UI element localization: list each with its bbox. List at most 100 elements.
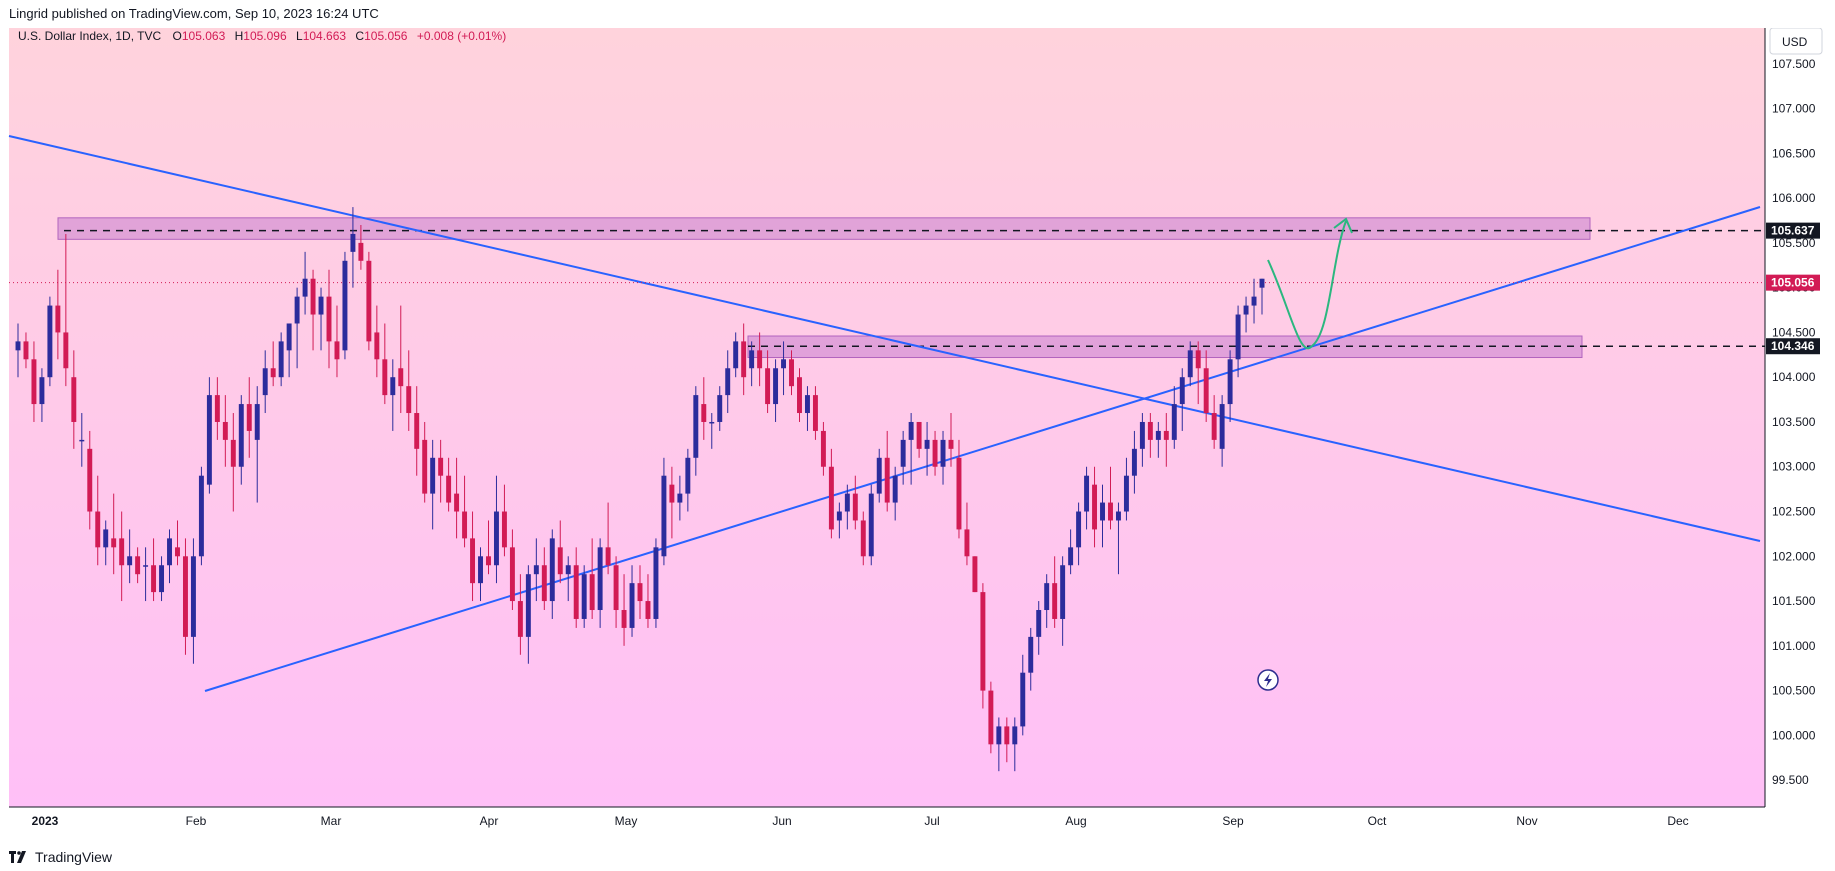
candle-body bbox=[278, 341, 284, 378]
candle-body bbox=[1203, 368, 1209, 414]
candle-body bbox=[55, 305, 61, 333]
candle-body bbox=[462, 511, 468, 539]
candle bbox=[972, 556, 978, 593]
lightning-icon bbox=[1264, 673, 1272, 687]
candle bbox=[1219, 395, 1225, 467]
currency-button[interactable]: USD bbox=[1769, 28, 1823, 55]
candle bbox=[741, 323, 747, 396]
price-label-text: 104.346 bbox=[1771, 339, 1815, 353]
price-tick-label: 105.500 bbox=[1772, 236, 1816, 250]
ohlc-legend: U.S. Dollar Index, 1D, TVC O105.063 H105… bbox=[18, 29, 506, 43]
candle-body bbox=[358, 242, 364, 261]
candle-body bbox=[868, 493, 874, 557]
price-tick-label: 101.000 bbox=[1772, 639, 1816, 653]
candle-body bbox=[797, 377, 802, 414]
candle-body bbox=[79, 439, 85, 442]
candle bbox=[621, 574, 627, 646]
candle-body bbox=[948, 439, 954, 449]
candle-body bbox=[525, 574, 531, 637]
price-tick-label: 102.000 bbox=[1772, 549, 1816, 563]
candle bbox=[836, 502, 842, 539]
candle-body bbox=[87, 448, 93, 512]
candle-body bbox=[294, 296, 300, 324]
candle bbox=[1179, 368, 1185, 431]
candle-body bbox=[509, 547, 515, 602]
candle-body bbox=[31, 359, 37, 405]
candle bbox=[342, 251, 348, 360]
candle-body bbox=[366, 260, 372, 342]
candle bbox=[1123, 457, 1129, 521]
candle bbox=[1020, 654, 1026, 736]
candle bbox=[390, 359, 396, 431]
candle bbox=[685, 448, 691, 512]
candle bbox=[509, 529, 515, 611]
candle-body bbox=[1171, 404, 1177, 440]
price-tick-label: 99.500 bbox=[1772, 773, 1809, 787]
projection-arrow[interactable] bbox=[1267, 217, 1353, 350]
candle-body bbox=[1139, 421, 1145, 449]
candle-body bbox=[725, 368, 731, 396]
candle-body bbox=[454, 493, 460, 512]
candle-body bbox=[222, 421, 228, 440]
candle-body bbox=[206, 395, 212, 485]
price-tick-label: 107.500 bbox=[1772, 57, 1816, 71]
time-axis-label: Jul bbox=[924, 814, 939, 828]
candle-body bbox=[262, 368, 268, 396]
candle-body bbox=[996, 726, 1002, 745]
candle bbox=[717, 386, 723, 431]
candle bbox=[1243, 296, 1249, 333]
candle bbox=[797, 368, 802, 422]
price-tick-label: 100.000 bbox=[1772, 728, 1816, 742]
descending-trendline[interactable] bbox=[8, 135, 1761, 542]
candle bbox=[1211, 395, 1217, 449]
candle bbox=[892, 466, 898, 521]
chart-background bbox=[9, 28, 1765, 807]
candle bbox=[844, 484, 850, 530]
candle bbox=[366, 251, 372, 351]
candle-body bbox=[1243, 305, 1249, 315]
candle-body bbox=[988, 690, 994, 745]
price-label: 105.637 bbox=[1766, 222, 1820, 239]
candle bbox=[629, 565, 635, 637]
time-axis-label: May bbox=[615, 814, 638, 828]
candle bbox=[765, 350, 771, 414]
time-axis-labels: 2023 Feb Mar Apr May Jun Jul Aug Sep Oct Nov Dec bbox=[32, 814, 1689, 828]
candle-body bbox=[63, 332, 69, 369]
candle-body bbox=[95, 511, 101, 548]
candle-body bbox=[573, 565, 579, 619]
candle bbox=[111, 493, 117, 575]
candle-body bbox=[127, 556, 133, 566]
ascending-trendline[interactable] bbox=[204, 206, 1761, 692]
candle-body bbox=[143, 565, 149, 567]
candle bbox=[868, 484, 874, 566]
candle-body bbox=[15, 341, 21, 351]
candle bbox=[1115, 502, 1121, 575]
candle-body bbox=[342, 260, 348, 351]
candle-body bbox=[151, 565, 157, 593]
candle bbox=[31, 341, 37, 422]
candle-body bbox=[1195, 350, 1201, 369]
candle bbox=[95, 475, 101, 566]
lightning-button[interactable] bbox=[1257, 669, 1279, 691]
candle bbox=[270, 341, 276, 387]
candle bbox=[1139, 413, 1145, 467]
price-chart[interactable]: U.S. Dollar Index, 1D, TVC O105.063 H105… bbox=[0, 28, 1835, 843]
candle-body bbox=[701, 404, 707, 422]
candle-body bbox=[1060, 565, 1066, 619]
candle bbox=[15, 323, 21, 378]
candle bbox=[860, 511, 866, 566]
candle-body bbox=[190, 556, 196, 637]
candle bbox=[701, 377, 707, 440]
candle bbox=[557, 520, 563, 584]
candle-body bbox=[1036, 610, 1042, 637]
candle bbox=[87, 430, 93, 530]
candle bbox=[1227, 350, 1233, 422]
candle bbox=[246, 377, 252, 458]
candle bbox=[422, 421, 428, 503]
candle bbox=[55, 269, 61, 360]
candle-body bbox=[446, 475, 452, 503]
candle-body bbox=[382, 359, 388, 396]
candle-body bbox=[717, 395, 723, 422]
candle bbox=[828, 448, 834, 539]
candle bbox=[1068, 529, 1074, 575]
